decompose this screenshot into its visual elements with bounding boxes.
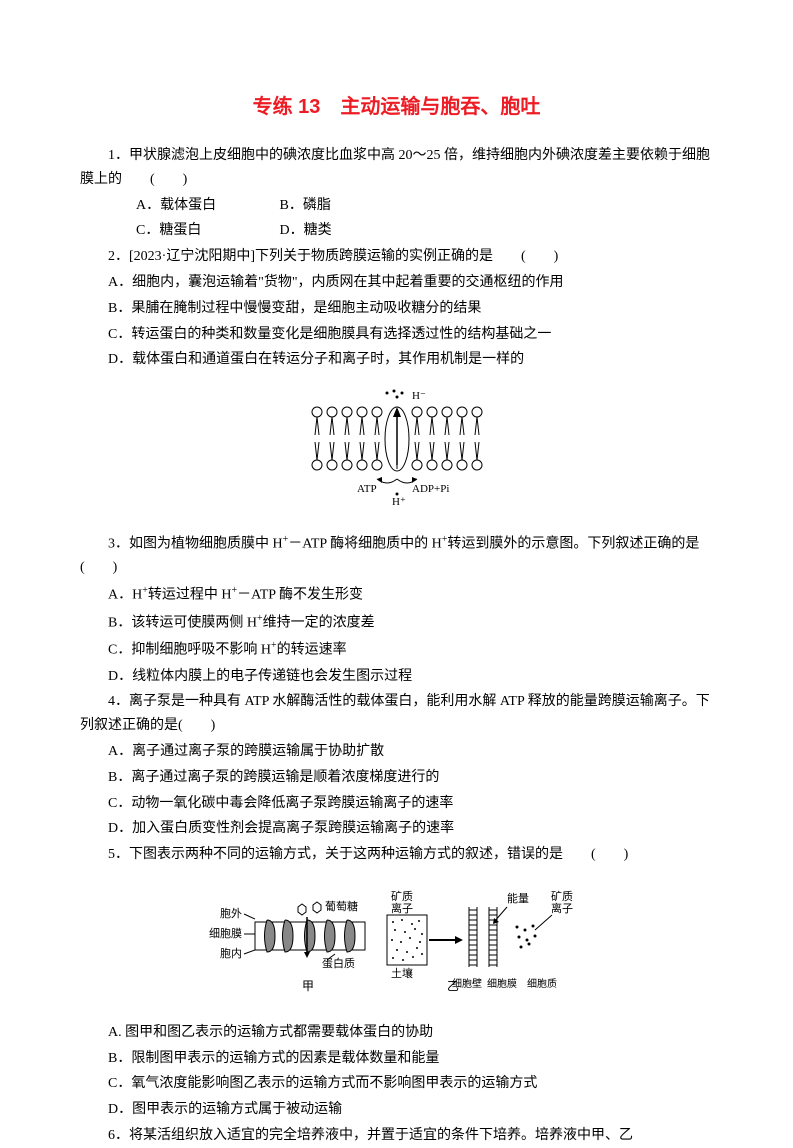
fig2-ion-label: 离子 bbox=[391, 901, 413, 915]
transport-diagram-icon: 胞外 细胞膜 胞内 葡萄糖 蛋白质 甲 矿质 离子 bbox=[207, 882, 587, 997]
q1-opt-c: C．糖蛋白 bbox=[108, 219, 248, 243]
cytoplasm-dots bbox=[515, 924, 536, 948]
q4-stem: 4．离子泵是一种具有 ATP 水解酶活性的载体蛋白，能利用水解 ATP 释放的能… bbox=[80, 690, 713, 738]
q4-opt-b: B．离子通过离子泵的跨膜运输是顺着浓度梯度进行的 bbox=[80, 766, 713, 790]
fig2-mineral-label: 矿质 bbox=[391, 890, 413, 903]
q1-options-row2: C．糖蛋白 D．糖类 bbox=[80, 219, 713, 243]
fig1-h-bottom: H⁺ bbox=[392, 496, 406, 507]
fig2-yi-label: 乙 bbox=[447, 979, 459, 993]
q1-opt-b: B．磷脂 bbox=[252, 194, 392, 218]
fig2-membrane-label: 细胞膜 bbox=[209, 927, 242, 940]
q4-opt-c: C．动物一氧化碳中毒会降低离子泵跨膜运输离子的速率 bbox=[80, 792, 713, 816]
q3-stem: 3．如图为植物细胞质膜中 H+－ATP 酶将细胞质中的 H+转运到膜外的示意图。… bbox=[80, 531, 713, 580]
q2-opt-d: D．载体蛋白和通道蛋白在转运分子和离子时，其作用机制是一样的 bbox=[80, 348, 713, 372]
q3-opt-b: B．该转运可使膜两侧 H+维持一定的浓度差 bbox=[80, 610, 713, 635]
q3-opt-d: D．线粒体内膜上的电子传递链也会发生图示过程 bbox=[80, 665, 713, 689]
fig2-outside-label: 胞外 bbox=[220, 907, 242, 920]
q4-opt-a: A．离子通过离子泵的跨膜运输属于协助扩散 bbox=[80, 740, 713, 764]
q3-opt-a: A．H+转运过程中 H+－ATP 酶不发生形变 bbox=[80, 582, 713, 607]
cell-membrane bbox=[489, 907, 497, 967]
q2-stem: 2．[2023·辽宁沈阳期中]下列关于物质跨膜运输的实例正确的是 ( ) bbox=[80, 245, 713, 269]
q6-stem: 6．将某活组织放入适宜的完全培养液中，并置于适宜的条件下培养。培养液中甲、乙 bbox=[80, 1124, 713, 1148]
q2-opt-b: B．果脯在腌制过程中慢慢变甜，是细胞主动吸收糖分的结果 bbox=[80, 297, 713, 321]
q1-stem: 1．甲状腺滤泡上皮细胞中的碘浓度比血浆中高 20～25 倍，维持细胞内外碘浓度差… bbox=[80, 144, 713, 192]
fig1-atp-label: ATP bbox=[357, 483, 377, 495]
fig2-jia-label: 甲 bbox=[302, 979, 314, 993]
fig2-glucose-label: 葡萄糖 bbox=[325, 899, 358, 913]
q2-opt-a: A．细胞内，囊泡运输着"货物"，内质网在其中起着重要的交通枢纽的作用 bbox=[80, 271, 713, 295]
fig2-soil-label: 土壤 bbox=[391, 966, 413, 980]
fig1-h-top: H⁻ bbox=[412, 390, 426, 402]
fig1-adp-label: ADP+Pi bbox=[412, 483, 449, 495]
soil-dots bbox=[391, 919, 423, 961]
q1-options-row1: A．载体蛋白 B．磷脂 bbox=[80, 194, 713, 218]
figure-1: H⁻ bbox=[80, 387, 713, 516]
q5-stem: 5．下图表示两种不同的运输方式，关于这两种运输方式的叙述，错误的是 ( ) bbox=[80, 843, 713, 867]
q5-opt-a: A. 图甲和图乙表示的运输方式都需要载体蛋白的协助 bbox=[80, 1021, 713, 1045]
page-title: 专练 13 主动运输与胞吞、胞吐 bbox=[80, 90, 713, 124]
q4-opt-d: D．加入蛋白质变性剂会提高离子泵跨膜运输离子的速率 bbox=[80, 817, 713, 841]
figure-2: 胞外 细胞膜 胞内 葡萄糖 蛋白质 甲 矿质 离子 bbox=[80, 882, 713, 1006]
q3-opt-c: C．抑制细胞呼吸不影响 H+的转运速率 bbox=[80, 637, 713, 662]
fig2-cytoplasm-label: 细胞质 bbox=[527, 977, 557, 990]
q1-opt-d: D．糖类 bbox=[252, 219, 392, 243]
fig2-inside-label: 胞内 bbox=[220, 946, 242, 960]
q2-opt-c: C．转运蛋白的种类和数量变化是细胞膜具有选择透过性的结构基础之一 bbox=[80, 323, 713, 347]
cell-wall bbox=[469, 907, 477, 967]
q5-opt-d: D．图甲表示的运输方式属于被动运输 bbox=[80, 1098, 713, 1122]
fig2-membrane2-label: 细胞膜 bbox=[487, 977, 517, 990]
membrane-diagram-icon: H⁻ bbox=[302, 387, 492, 507]
fig2-protein-label: 蛋白质 bbox=[322, 956, 355, 970]
fig2-energy-label: 能量 bbox=[507, 891, 529, 905]
fig2-mineral2-label: 矿质 bbox=[551, 890, 573, 903]
q1-opt-a: A．载体蛋白 bbox=[108, 194, 248, 218]
q5-opt-c: C．氧气浓度能影响图乙表示的运输方式而不影响图甲表示的运输方式 bbox=[80, 1072, 713, 1096]
q5-opt-b: B．限制图甲表示的运输方式的因素是载体数量和能量 bbox=[80, 1047, 713, 1071]
fig2-ion2-label: 离子 bbox=[551, 901, 573, 915]
